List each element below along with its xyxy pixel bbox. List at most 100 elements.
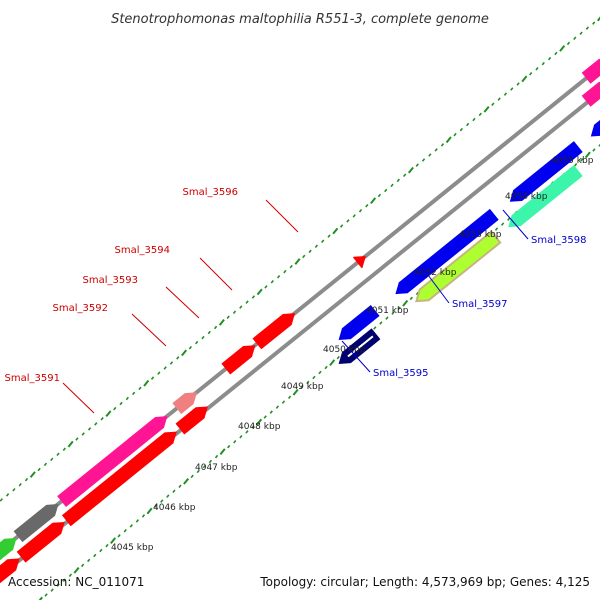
- gene-feature-arrow[interactable]: [352, 256, 366, 269]
- tick-mark: [150, 376, 155, 380]
- scale-label: 4052 kbp: [414, 268, 457, 278]
- gene-feature-arrow[interactable]: [509, 141, 583, 202]
- gene-feature-arrow[interactable]: [508, 165, 583, 228]
- tick-mark: [289, 264, 293, 269]
- tick-mark: [373, 326, 377, 330]
- tick-mark: [178, 484, 182, 489]
- tick-mark: [87, 558, 91, 563]
- tick-mark: [24, 477, 29, 482]
- tick-mark: [50, 457, 54, 462]
- tick-mark: [105, 410, 112, 418]
- gene-feature-arrow[interactable]: [16, 522, 65, 563]
- tick-mark: [466, 122, 470, 127]
- tick-mark: [213, 325, 218, 330]
- tick-mark: [181, 349, 188, 357]
- gene-label-connector: [502, 209, 529, 240]
- tick-mark: [390, 183, 394, 188]
- tick-mark: [239, 435, 243, 439]
- tick-mark: [592, 21, 596, 25]
- tick-mark: [472, 117, 476, 122]
- scale-label: 4051 kbp: [366, 306, 409, 316]
- gene-feature-arrow[interactable]: [581, 58, 600, 84]
- scale-label: 4047 kbp: [195, 463, 238, 473]
- tick-mark: [94, 422, 98, 426]
- gene-feature-arrow[interactable]: [0, 538, 17, 579]
- tick-mark: [125, 396, 129, 401]
- gene-label[interactable]: Smal_3596: [183, 187, 238, 198]
- gene-label[interactable]: Smal_3593: [83, 275, 138, 286]
- tick-mark: [227, 444, 231, 449]
- tick-mark: [245, 300, 249, 304]
- tick-mark: [195, 340, 199, 345]
- gene-label[interactable]: Smal_3597: [452, 299, 507, 310]
- tick-mark: [135, 519, 140, 523]
- gene-feature-arrow[interactable]: [415, 230, 502, 303]
- tick-mark: [529, 72, 533, 76]
- gene-label[interactable]: Smal_3591: [5, 373, 60, 384]
- gene-label[interactable]: Smal_3594: [115, 245, 170, 256]
- gene-feature-arrow[interactable]: [581, 81, 600, 107]
- tick-mark: [132, 391, 136, 396]
- tick-mark: [146, 507, 153, 515]
- tick-mark: [281, 400, 286, 404]
- tick-mark: [507, 217, 511, 221]
- tick-mark: [434, 148, 438, 152]
- tick-mark: [332, 227, 339, 235]
- gene-label-connector: [62, 382, 95, 414]
- tick-mark: [302, 254, 306, 259]
- tick-mark: [270, 280, 274, 284]
- genome-stats-label: Topology: circular; Length: 4,573,969 bp…: [259, 575, 590, 589]
- gene-feature-arrow[interactable]: [175, 406, 208, 435]
- tick-mark: [598, 143, 600, 147]
- genome-backbone-lower: [0, 89, 600, 579]
- tick-mark: [12, 488, 16, 492]
- tick-mark: [129, 524, 133, 528]
- tick-mark: [327, 234, 331, 238]
- tick-mark: [245, 430, 249, 434]
- tick-mark: [276, 274, 281, 279]
- tick-mark: [516, 82, 520, 86]
- tick-mark: [73, 566, 80, 574]
- gene-feature-arrow[interactable]: [172, 392, 197, 414]
- gene-feature-arrow[interactable]: [252, 313, 296, 350]
- tick-mark: [105, 543, 109, 548]
- scale-label: 4053 kbp: [459, 230, 502, 240]
- gene-feature-arrow[interactable]: [338, 305, 380, 340]
- gene-feature-arrow[interactable]: [0, 558, 20, 600]
- tick-mark: [43, 462, 48, 467]
- tick-mark: [75, 437, 79, 441]
- scale-label: 4046 kbp: [153, 503, 196, 513]
- tick-mark: [384, 188, 388, 193]
- tick-mark: [218, 319, 225, 326]
- tick-mark: [183, 477, 190, 485]
- tick-mark: [370, 197, 377, 204]
- gene-feature-arrow[interactable]: [61, 431, 177, 527]
- tick-mark: [547, 56, 552, 61]
- tick-mark: [56, 583, 60, 587]
- tick-mark: [119, 401, 123, 406]
- tick-mark: [292, 388, 299, 396]
- tick-mark: [38, 596, 43, 600]
- tick-mark: [226, 315, 230, 320]
- tick-mark: [113, 406, 117, 411]
- tick-mark: [312, 375, 316, 380]
- tick-mark: [169, 361, 174, 365]
- gene-feature-arrow[interactable]: [590, 107, 600, 137]
- tick-mark: [396, 178, 400, 183]
- tick-mark: [68, 573, 73, 578]
- tick-mark: [580, 158, 584, 162]
- gene-feature-arrow[interactable]: [221, 345, 256, 375]
- gene-feature-arrow[interactable]: [57, 416, 168, 507]
- gene-label[interactable]: Smal_3598: [531, 235, 586, 246]
- tick-mark: [117, 533, 121, 538]
- tick-mark: [573, 36, 577, 41]
- gene-feature-arrow[interactable]: [395, 208, 499, 295]
- gene-label[interactable]: Smal_3592: [53, 303, 108, 314]
- tick-mark: [541, 61, 545, 66]
- tick-mark: [275, 405, 280, 409]
- gene-label[interactable]: Smal_3595: [373, 368, 428, 379]
- gene-feature-arrow[interactable]: [13, 504, 59, 543]
- tick-mark: [256, 288, 263, 296]
- tick-mark: [535, 66, 539, 71]
- tick-mark: [87, 427, 92, 431]
